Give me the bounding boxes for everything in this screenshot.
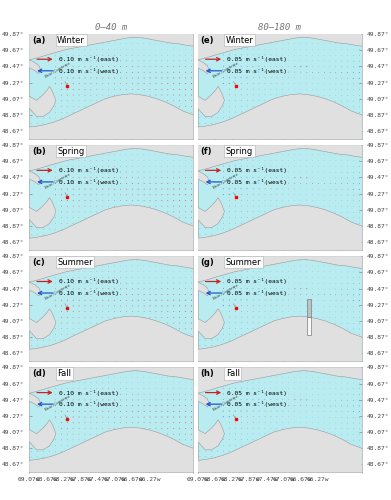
Text: Baie-Comeau: Baie-Comeau: [212, 60, 240, 86]
Polygon shape: [198, 368, 362, 394]
Text: Baie-Comeau: Baie-Comeau: [44, 283, 71, 308]
Text: 0.05 m s⁻¹(west): 0.05 m s⁻¹(west): [227, 290, 287, 296]
Polygon shape: [198, 427, 362, 472]
Polygon shape: [198, 316, 362, 362]
Text: 0.10 m s⁻¹(west): 0.10 m s⁻¹(west): [59, 290, 119, 296]
Text: Baie-Comeau: Baie-Comeau: [44, 394, 71, 419]
Polygon shape: [29, 309, 56, 338]
Polygon shape: [29, 256, 193, 282]
Text: (b): (b): [32, 146, 45, 156]
Polygon shape: [29, 94, 193, 139]
Text: (d): (d): [32, 369, 45, 378]
Text: 0–40 m: 0–40 m: [95, 22, 127, 32]
Text: Baie-Comeau: Baie-Comeau: [44, 60, 71, 86]
Polygon shape: [29, 34, 193, 60]
Text: 0.05 m s⁻¹(east): 0.05 m s⁻¹(east): [227, 168, 287, 173]
Text: Fall: Fall: [57, 369, 71, 378]
Text: 0.05 m s⁻¹(east): 0.05 m s⁻¹(east): [227, 390, 287, 396]
Polygon shape: [198, 282, 210, 296]
Polygon shape: [29, 60, 41, 74]
Text: Summer: Summer: [226, 258, 261, 267]
Text: (a): (a): [32, 36, 45, 44]
Text: 0.10 m s⁻¹(east): 0.10 m s⁻¹(east): [59, 390, 119, 396]
Polygon shape: [29, 368, 193, 394]
Polygon shape: [29, 171, 41, 184]
Polygon shape: [198, 420, 224, 450]
Text: (h): (h): [200, 369, 214, 378]
Text: 0.10 m s⁻¹(west): 0.10 m s⁻¹(west): [59, 401, 119, 407]
Text: Baie-Comeau: Baie-Comeau: [212, 283, 240, 308]
Text: 0.05 m s⁻¹(west): 0.05 m s⁻¹(west): [227, 68, 287, 74]
Polygon shape: [29, 316, 193, 362]
Polygon shape: [29, 394, 41, 407]
Text: 0.10 m s⁻¹(east): 0.10 m s⁻¹(east): [59, 278, 119, 284]
Text: 0.05 m s⁻¹(east): 0.05 m s⁻¹(east): [227, 278, 287, 284]
Polygon shape: [29, 145, 193, 171]
Bar: [307, 317, 312, 334]
Polygon shape: [198, 394, 210, 407]
Text: Spring: Spring: [57, 146, 84, 156]
Text: 0.05 m s⁻¹(west): 0.05 m s⁻¹(west): [227, 179, 287, 185]
Polygon shape: [198, 171, 210, 184]
Text: Winter: Winter: [57, 36, 85, 44]
Polygon shape: [198, 34, 362, 60]
Text: 0.10 m s⁻¹(east): 0.10 m s⁻¹(east): [59, 56, 119, 62]
Text: 80–180 m: 80–180 m: [258, 22, 301, 32]
Text: Baie-Comeau: Baie-Comeau: [212, 394, 240, 419]
Bar: [307, 299, 312, 317]
Polygon shape: [198, 86, 224, 117]
Text: 0.10 m s⁻¹(east): 0.10 m s⁻¹(east): [59, 168, 119, 173]
Polygon shape: [198, 256, 362, 282]
Text: Fall: Fall: [226, 369, 240, 378]
Text: (c): (c): [32, 258, 45, 267]
Text: Summer: Summer: [57, 258, 93, 267]
Polygon shape: [198, 198, 224, 228]
Polygon shape: [29, 205, 193, 250]
Text: Baie-Comeau: Baie-Comeau: [44, 172, 71, 197]
Polygon shape: [29, 282, 41, 296]
Text: Winter: Winter: [226, 36, 254, 44]
Text: (f): (f): [200, 146, 212, 156]
Text: (g): (g): [200, 258, 214, 267]
Polygon shape: [198, 205, 362, 250]
Text: Baie-Comeau: Baie-Comeau: [212, 172, 240, 197]
Polygon shape: [29, 86, 56, 117]
Text: 0.10 m s⁻¹(west): 0.10 m s⁻¹(west): [59, 179, 119, 185]
Polygon shape: [29, 198, 56, 228]
Polygon shape: [29, 427, 193, 472]
Polygon shape: [198, 309, 224, 338]
Polygon shape: [29, 420, 56, 450]
Polygon shape: [198, 145, 362, 171]
Polygon shape: [198, 94, 362, 139]
Text: 0.10 m s⁻¹(west): 0.10 m s⁻¹(west): [59, 68, 119, 74]
Polygon shape: [198, 60, 210, 74]
Text: 0.05 m s⁻¹(west): 0.05 m s⁻¹(west): [227, 401, 287, 407]
Text: 0.05 m s⁻¹(east): 0.05 m s⁻¹(east): [227, 56, 287, 62]
Text: (e): (e): [200, 36, 214, 44]
Text: Spring: Spring: [226, 146, 253, 156]
